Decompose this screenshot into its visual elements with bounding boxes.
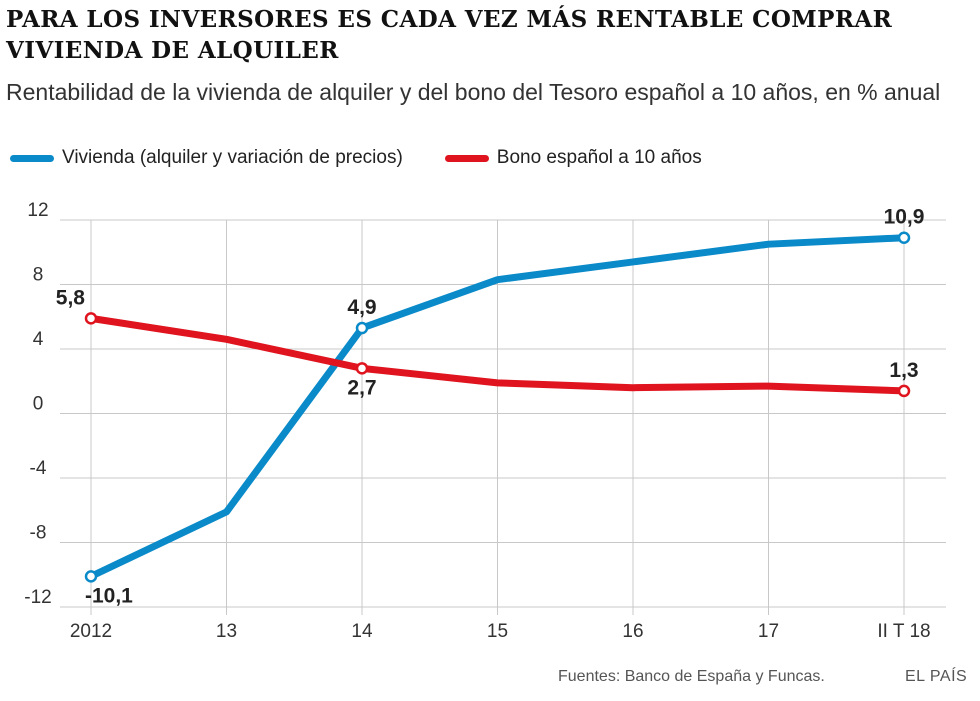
data-label: 1,3 [889, 359, 918, 382]
legend-item-bono: Bono español a 10 años [444, 147, 702, 169]
data-label: 2,7 [347, 376, 376, 399]
publisher-brand: EL PAÍS [905, 668, 968, 685]
legend-swatch-bono [444, 154, 489, 162]
data-point-marker [84, 312, 98, 325]
data-point-marker [355, 362, 369, 375]
x-tick-label: 16 [622, 621, 643, 642]
y-tick-label: 12 [27, 200, 48, 221]
legend-item-vivienda: Vivienda (alquiler y variación de precio… [10, 147, 403, 169]
x-tick-label: 15 [487, 621, 508, 642]
data-point-marker [897, 384, 911, 398]
x-tick-label: 13 [216, 621, 237, 642]
data-label: 5,8 [56, 286, 86, 309]
chart-title: PARA LOS INVERSORES ES CADA VEZ MÁS RENT… [6, 6, 893, 64]
y-tick-label: 4 [33, 329, 44, 350]
data-point-marker [355, 321, 369, 335]
x-tick-label: 17 [758, 621, 779, 642]
series-line-bono [87, 314, 908, 395]
x-tick-label: 2012 [70, 621, 112, 642]
source-note: Fuentes: Banco de España y Funcas. [558, 668, 825, 685]
data-label: 4,9 [347, 296, 376, 319]
legend-swatch-vivienda [10, 154, 54, 162]
y-tick-label: 8 [33, 265, 44, 286]
legend-label-vivienda: Vivienda (alquiler y variación de precio… [62, 147, 403, 168]
data-point-marker [897, 231, 911, 244]
legend: Vivienda (alquiler y variación de precio… [10, 144, 744, 172]
data-label: 10,9 [884, 206, 925, 229]
data-point-marker [84, 570, 98, 583]
y-tick-label: -12 [24, 587, 51, 608]
y-tick-label: 0 [33, 394, 44, 415]
data-label: -10,1 [85, 584, 133, 607]
chart-subtitle: Rentabilidad de la vivienda de alquiler … [6, 79, 941, 105]
series-line-vivienda [87, 234, 908, 580]
x-tick-label: II T 18 [877, 621, 930, 642]
y-tick-label: -4 [30, 458, 47, 479]
y-tick-label: -8 [30, 523, 47, 544]
x-tick-label: 14 [351, 621, 373, 642]
legend-label-bono: Bono español a 10 años [496, 147, 702, 168]
